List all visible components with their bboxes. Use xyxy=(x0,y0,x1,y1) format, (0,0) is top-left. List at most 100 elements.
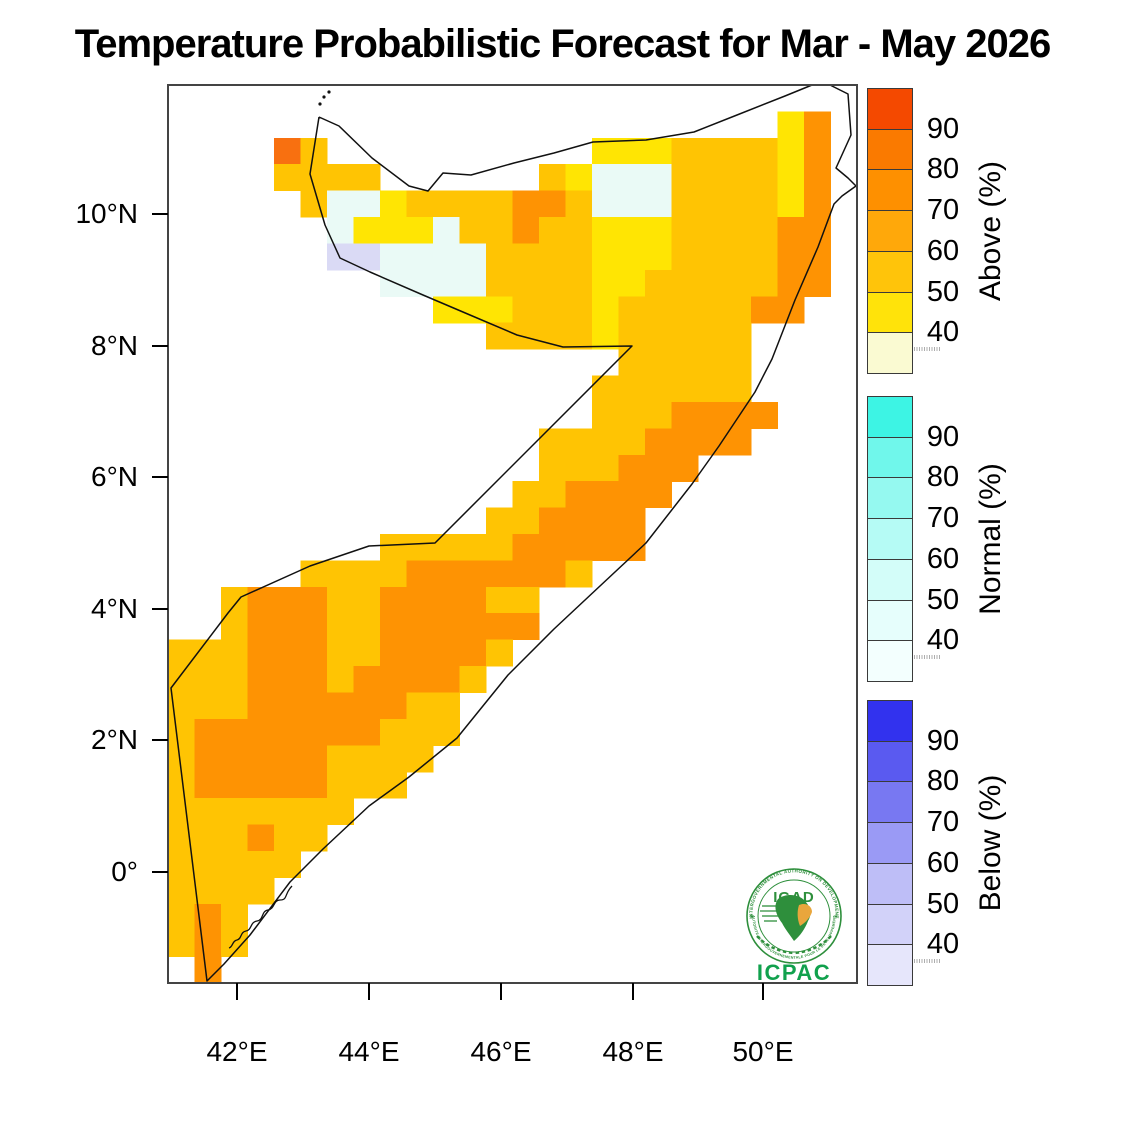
map-cell xyxy=(724,164,752,192)
map-cell xyxy=(751,243,779,271)
map-cell xyxy=(274,164,302,192)
map-cell xyxy=(433,269,461,297)
map-cell xyxy=(618,401,646,429)
map-cell xyxy=(671,164,699,192)
map-cell xyxy=(698,322,726,350)
map-cell xyxy=(804,111,832,139)
map-cell xyxy=(618,137,646,165)
map-cell xyxy=(698,164,726,192)
map-cell xyxy=(433,534,461,561)
map-cell xyxy=(247,692,275,720)
map-cell xyxy=(645,296,673,324)
map-cell xyxy=(300,824,328,852)
map-cell xyxy=(592,322,620,350)
map-cell xyxy=(618,217,646,245)
map-cell xyxy=(539,322,567,350)
map-cell xyxy=(353,718,381,746)
legend-tick-label: 80 xyxy=(926,153,960,186)
legend-tick-label: 70 xyxy=(926,806,960,839)
map-cell xyxy=(168,798,196,826)
map-cell xyxy=(698,269,726,297)
map-cell xyxy=(274,745,302,773)
map-cell xyxy=(300,613,328,641)
forecast-raster xyxy=(168,111,832,984)
map-cell xyxy=(539,217,567,245)
map-cell xyxy=(486,534,514,561)
map-cell xyxy=(804,137,832,165)
map-cell xyxy=(777,217,805,245)
map-cell xyxy=(645,454,673,482)
map-cell xyxy=(512,586,540,614)
map-cell xyxy=(380,639,408,667)
map-cell xyxy=(618,269,646,297)
map-cell xyxy=(671,454,699,482)
map-cell xyxy=(247,745,275,773)
legend-title: Normal (%) xyxy=(974,462,1007,615)
map-cell xyxy=(618,190,646,218)
map-cell xyxy=(247,639,275,667)
map-cell xyxy=(274,137,302,165)
map-cell xyxy=(327,692,355,720)
legend-swatch xyxy=(867,250,913,293)
map-cell xyxy=(698,375,726,403)
map-cell xyxy=(565,164,593,192)
map-cell xyxy=(194,771,222,799)
logo-center-name: ICPAC xyxy=(757,960,831,985)
map-cell xyxy=(274,824,302,852)
map-cell xyxy=(592,269,620,297)
map-cell xyxy=(327,560,355,588)
map-cell xyxy=(804,164,832,192)
map-cell xyxy=(698,217,726,245)
lat-tick-label: 0° xyxy=(111,856,138,887)
map-cell xyxy=(539,296,567,324)
lat-tick-label: 2°N xyxy=(91,724,138,755)
map-cell xyxy=(486,243,514,271)
map-cell xyxy=(459,534,487,561)
map-cell xyxy=(406,190,434,218)
map-cell xyxy=(645,190,673,218)
map-cell xyxy=(221,903,249,931)
map-cell xyxy=(380,269,408,297)
map-cell xyxy=(433,718,461,746)
map-cell xyxy=(618,481,646,509)
map-cell xyxy=(777,243,805,271)
legend-swatch xyxy=(867,781,913,824)
map-cell xyxy=(486,586,514,614)
map-cell xyxy=(221,850,249,878)
map-cell xyxy=(380,613,408,641)
map-cell xyxy=(565,454,593,482)
map-cell xyxy=(565,269,593,297)
map-cell xyxy=(565,560,593,588)
map-cell xyxy=(565,507,593,535)
legend-tick-label: 80 xyxy=(926,765,960,798)
map-cell xyxy=(433,243,461,271)
map-cell xyxy=(433,692,461,720)
map-cell xyxy=(751,296,779,324)
legend-tick-label: 80 xyxy=(926,461,960,494)
legend-tick-label: 70 xyxy=(926,502,960,535)
map-cell xyxy=(406,269,434,297)
lon-tick-label: 46°E xyxy=(470,1036,532,1067)
map-cell xyxy=(724,269,752,297)
map-cell xyxy=(380,217,408,245)
map-cell xyxy=(645,164,673,192)
map-cell xyxy=(645,375,673,403)
map-cell xyxy=(671,401,699,429)
map-cell xyxy=(459,666,487,694)
map-cell xyxy=(380,534,408,561)
map-cell xyxy=(512,481,540,509)
islet-dot xyxy=(318,102,322,106)
map-cell xyxy=(724,401,752,429)
map-cell xyxy=(168,850,196,878)
map-cell xyxy=(724,137,752,165)
map-cell xyxy=(274,692,302,720)
map-cell xyxy=(645,481,673,509)
map-cell xyxy=(459,190,487,218)
map-cell xyxy=(592,164,620,192)
map-cell xyxy=(300,666,328,694)
map-cell xyxy=(168,718,196,746)
map-cell xyxy=(433,190,461,218)
map-cell xyxy=(221,798,249,826)
map-cell xyxy=(565,481,593,509)
legend-tick-label: 40 xyxy=(926,928,960,961)
